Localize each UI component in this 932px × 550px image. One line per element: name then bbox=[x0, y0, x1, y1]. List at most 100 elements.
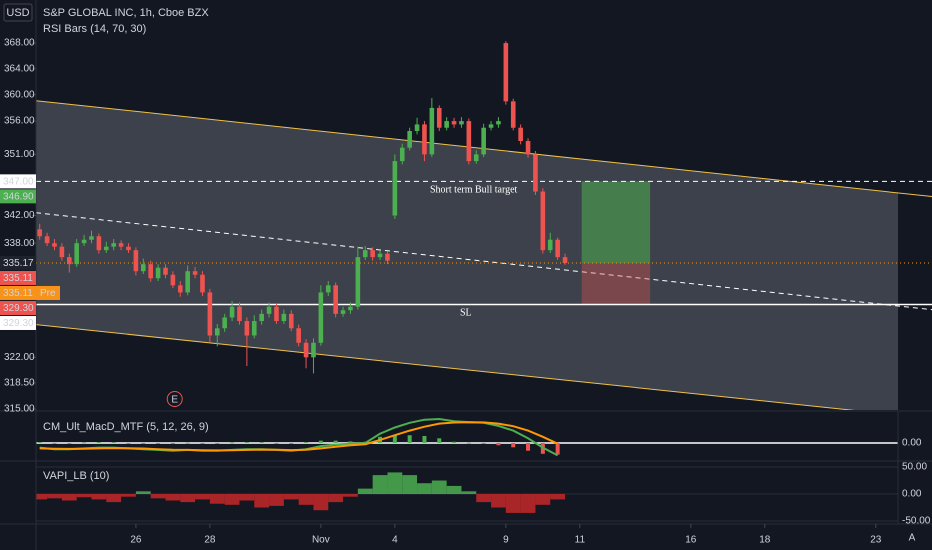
vapi-bar bbox=[47, 494, 62, 499]
vapi-bar bbox=[283, 494, 299, 500]
auto-scale-button[interactable]: A bbox=[909, 533, 916, 544]
vapi-bar bbox=[239, 494, 255, 501]
macd-histogram-bar bbox=[511, 442, 516, 448]
macd-histogram-bar bbox=[52, 442, 57, 444]
candle-body bbox=[170, 274, 176, 286]
macd-histogram-bar bbox=[289, 442, 294, 444]
macd-histogram-bar bbox=[67, 442, 72, 444]
vapi-bar bbox=[150, 494, 166, 499]
candle-body bbox=[229, 306, 235, 318]
y-tick-label: 50.00 bbox=[902, 462, 927, 473]
vapi-bar bbox=[254, 494, 270, 508]
y-tick-label: 356.00 bbox=[4, 116, 35, 127]
macd-histogram-bar bbox=[318, 440, 323, 443]
vapi-bar bbox=[387, 472, 403, 495]
candle-body bbox=[296, 328, 301, 343]
candle-body bbox=[89, 236, 94, 240]
candle-body bbox=[399, 147, 405, 162]
x-tick-label: 9 bbox=[503, 535, 509, 546]
candle-body bbox=[281, 313, 287, 322]
macd-title: CM_Ult_MacD_MTF (5, 12, 26, 9) bbox=[43, 421, 209, 433]
channel-fill bbox=[36, 100, 898, 410]
candle-body bbox=[340, 310, 346, 314]
candle-body bbox=[111, 243, 116, 247]
vapi-bar bbox=[195, 494, 210, 500]
price-label: 329.30 bbox=[3, 318, 34, 329]
candle-body bbox=[118, 243, 124, 247]
candle-body bbox=[185, 271, 190, 293]
candle-body bbox=[466, 121, 472, 162]
y-tick-label: 322.00 bbox=[4, 352, 35, 363]
candle-body bbox=[429, 107, 435, 155]
macd-histogram-bar bbox=[333, 440, 338, 443]
candle-body bbox=[333, 285, 338, 314]
vapi-bar bbox=[36, 494, 48, 500]
macd-histogram-bar bbox=[141, 442, 146, 444]
price-label: 347.00 bbox=[3, 176, 34, 187]
macd-histogram-bar bbox=[126, 442, 131, 444]
macd-histogram-bar bbox=[348, 441, 353, 443]
price-label-box bbox=[0, 255, 36, 270]
candle-body bbox=[370, 250, 375, 258]
profit-zone bbox=[581, 181, 651, 264]
vapi-bar bbox=[491, 494, 506, 508]
vapi-bar bbox=[106, 494, 122, 503]
candle-body bbox=[148, 264, 153, 279]
annotation: Short term Bull target bbox=[430, 184, 518, 195]
y-tick-label: 342.00 bbox=[4, 210, 35, 221]
vapi-bar bbox=[431, 480, 447, 495]
macd-line bbox=[39, 421, 559, 452]
vapi-bar bbox=[535, 494, 551, 505]
macd-histogram-bar bbox=[304, 442, 309, 443]
candle-body bbox=[237, 306, 242, 322]
candle-body bbox=[414, 124, 420, 132]
candle-body bbox=[533, 154, 538, 192]
vapi-bar bbox=[328, 494, 344, 503]
price-label-box bbox=[0, 174, 36, 189]
vapi-bar bbox=[372, 475, 388, 495]
candle-body bbox=[325, 285, 331, 293]
vapi-bar bbox=[269, 494, 284, 506]
currency[interactable]: USD bbox=[6, 7, 29, 19]
y-tick-label: 368.00 bbox=[4, 38, 35, 49]
candle-body bbox=[140, 264, 146, 272]
candle-body bbox=[407, 131, 412, 148]
price-label: 335.11 bbox=[3, 288, 33, 299]
candle-body bbox=[488, 124, 494, 128]
candle-body bbox=[96, 236, 102, 251]
macd-histogram-bar bbox=[37, 442, 42, 443]
macd-histogram-bar bbox=[437, 438, 442, 443]
vapi-bar bbox=[505, 494, 521, 513]
earnings-marker bbox=[166, 391, 183, 407]
candle-body bbox=[155, 267, 161, 279]
candle-body bbox=[66, 257, 72, 265]
loss-zone bbox=[581, 263, 651, 305]
candle-body bbox=[133, 250, 139, 272]
earnings-label: E bbox=[171, 395, 178, 406]
candle-body bbox=[244, 321, 250, 336]
macd-histogram-bar bbox=[274, 442, 279, 444]
vapi-bar bbox=[298, 494, 314, 505]
price-label: 329.30 bbox=[3, 303, 34, 314]
macd-histogram-bar bbox=[259, 442, 264, 444]
candle-body bbox=[444, 121, 449, 128]
main-pane: E bbox=[36, 41, 932, 410]
candle-body bbox=[392, 161, 398, 216]
currency-button[interactable] bbox=[3, 3, 33, 22]
candle-body bbox=[385, 253, 390, 261]
candle-body bbox=[207, 292, 213, 336]
candle-body bbox=[422, 124, 427, 155]
macd-histogram-bar bbox=[496, 442, 501, 446]
candle-body bbox=[192, 271, 198, 275]
candle-body bbox=[518, 127, 523, 142]
macd-histogram-bar bbox=[526, 442, 531, 451]
macd-histogram-bar bbox=[156, 442, 161, 444]
macd-histogram-bar bbox=[392, 435, 397, 443]
candle-body bbox=[59, 246, 65, 258]
vapi-bar bbox=[446, 485, 462, 495]
candle-body bbox=[303, 342, 309, 358]
candle-body bbox=[496, 121, 501, 125]
